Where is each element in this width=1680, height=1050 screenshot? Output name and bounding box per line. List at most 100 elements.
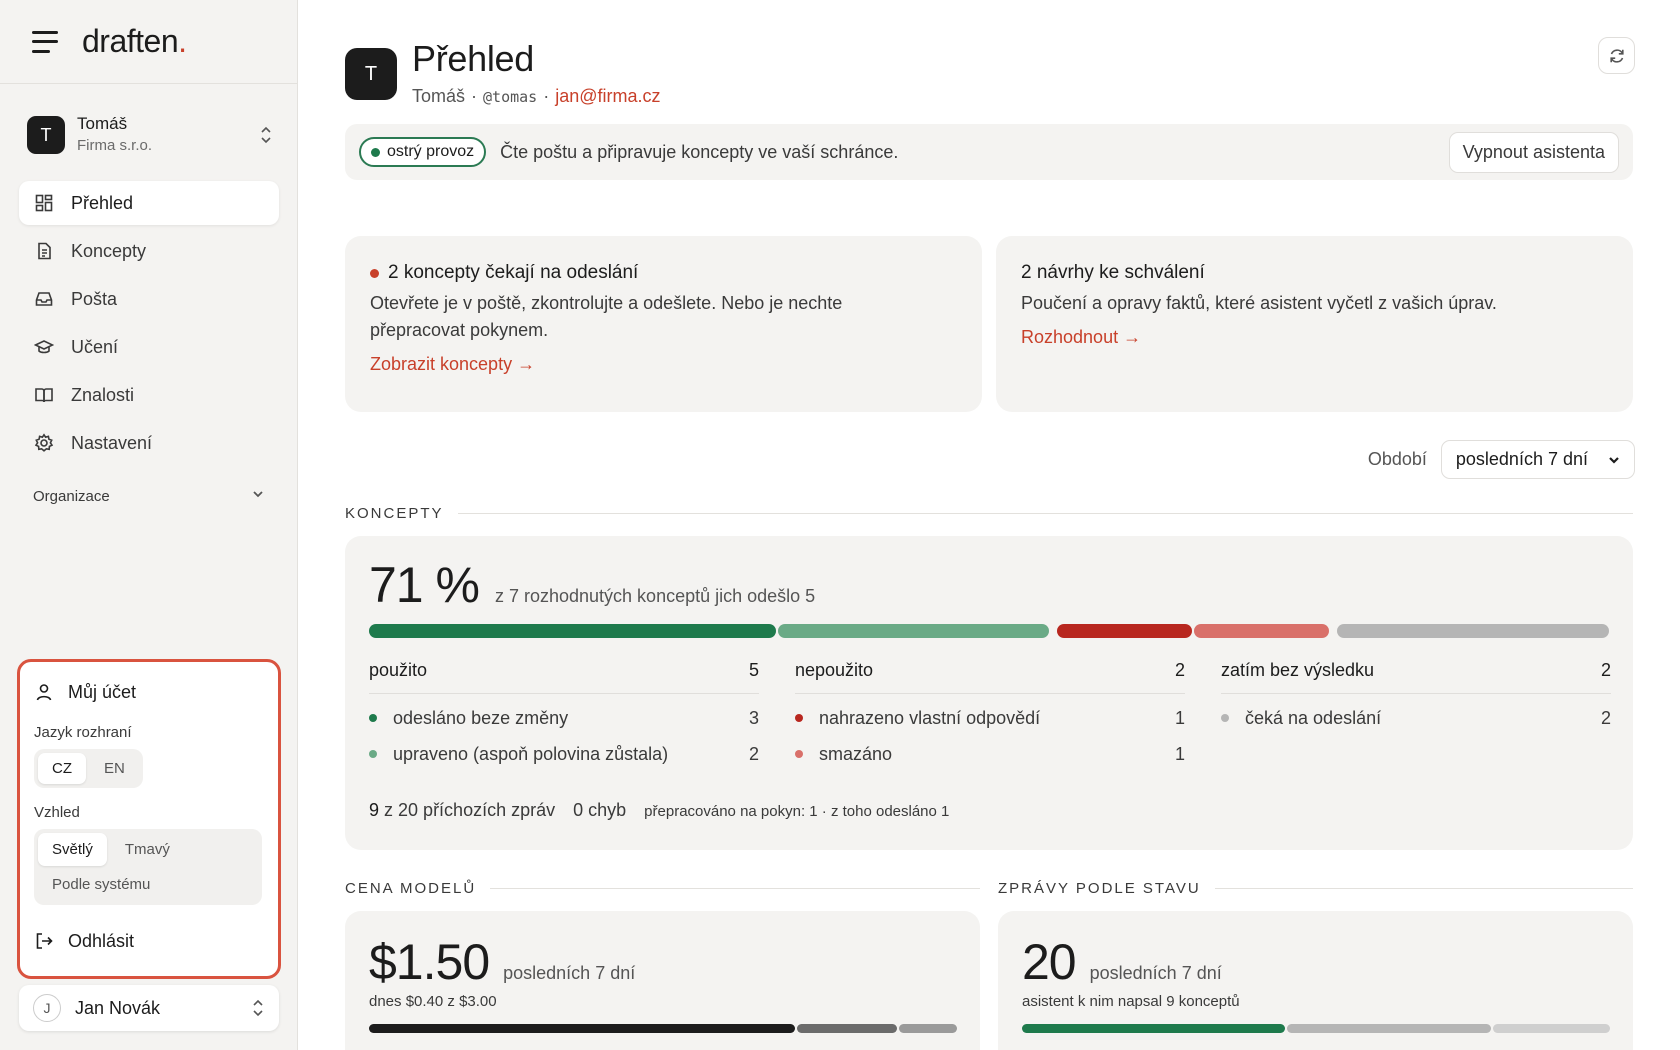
disable-assistant-button[interactable]: Vypnout asistenta xyxy=(1448,131,1619,173)
card-title: 2 koncepty čekají na odeslání xyxy=(370,262,957,284)
account-menu: Můj účet Jazyk rozhraní CZ EN Vzhled Svě… xyxy=(17,659,281,979)
legend-dot xyxy=(369,714,377,722)
sidebar-item-prehled[interactable]: Přehled xyxy=(19,181,279,225)
language-option-en[interactable]: EN xyxy=(104,760,125,777)
account-menu-title-label: Můj účet xyxy=(68,681,137,702)
grid-icon xyxy=(33,192,55,214)
success-rate: 71 % xyxy=(369,557,480,613)
sidebar-item-label: Přehled xyxy=(71,192,134,213)
chevron-down-icon xyxy=(251,487,265,505)
stat-column-count: 5 xyxy=(748,660,759,680)
sidebar: draften. T Tomáš Firma s.r.o. Přehled Ko… xyxy=(0,0,298,1050)
period-select[interactable]: posledních 7 dní xyxy=(1440,440,1635,479)
org-switcher[interactable]: T Tomáš Firma s.r.o. xyxy=(27,114,273,156)
stat-row-label: nahrazeno vlastní odpovědí xyxy=(819,707,1041,728)
appearance-option-light[interactable]: Světlý xyxy=(38,833,107,866)
chevron-down-icon xyxy=(1609,456,1619,464)
stat-row: nahrazeno vlastní odpovědí 1 xyxy=(795,706,1185,730)
logout-button[interactable]: Odhlásit xyxy=(34,925,264,957)
gear-icon xyxy=(33,432,55,454)
sidebar-item-label: Nastavení xyxy=(71,432,153,453)
stat-column-title: zatím bez výsledku xyxy=(1221,660,1375,680)
org-avatar: T xyxy=(27,116,65,154)
stat-column-title: použito xyxy=(369,660,428,680)
legend-dot xyxy=(795,714,803,722)
account-menu-title[interactable]: Můj účet xyxy=(34,676,264,708)
stat-column-pending: zatím bez výsledku 2 čeká na odeslání 2 xyxy=(1221,660,1611,730)
brand-bar: draften. xyxy=(0,0,297,84)
stat-column-count: 2 xyxy=(1600,660,1611,680)
cost-progress-bar xyxy=(369,1024,957,1033)
incoming-stat: 9 z 20 příchozích zpráv xyxy=(369,800,556,820)
bar-segment xyxy=(369,1024,796,1033)
page-header: T Přehled Tomáš · @tomas · jan@firma.cz xyxy=(345,40,661,107)
bar-group xyxy=(369,624,1049,638)
sidebar-group-organizace[interactable]: Organizace xyxy=(33,487,265,505)
stat-row-label: smazáno xyxy=(819,743,893,764)
messages-period: posledních 7 dní xyxy=(1089,963,1222,983)
logout-label: Odhlásit xyxy=(68,930,135,951)
decide-link[interactable]: Rozhodnout → xyxy=(1021,327,1142,347)
sidebar-item-label: Znalosti xyxy=(71,384,135,405)
card-title-text: 2 návrhy ke schválení xyxy=(1021,262,1205,283)
document-icon xyxy=(33,240,55,262)
concepts-footer: 9 z 20 příchozích zpráv 0 chyb přepracov… xyxy=(369,800,949,821)
stat-row-value: 3 xyxy=(748,707,759,728)
inbox-icon xyxy=(33,288,55,310)
refresh-button[interactable] xyxy=(1598,37,1635,74)
bar-group xyxy=(1337,624,1609,638)
page-title: Přehled xyxy=(412,38,534,79)
language-option-cz[interactable]: CZ xyxy=(38,753,86,784)
stat-row-label: upraveno (aspoň polovina zůstala) xyxy=(393,743,669,764)
appearance-option-dark[interactable]: Tmavý xyxy=(124,841,170,858)
sidebar-item-znalosti[interactable]: Znalosti xyxy=(19,373,279,417)
sidebar-item-nastaveni[interactable]: Nastavení xyxy=(19,421,279,465)
org-company: Firma s.r.o. xyxy=(77,137,153,154)
bar-segment xyxy=(369,624,776,638)
legend-dot xyxy=(1221,714,1229,722)
bar-segment xyxy=(797,1024,897,1033)
sidebar-item-uceni[interactable]: Učení xyxy=(19,325,279,369)
sidebar-nav: Přehled Koncepty Pošta Učení Znalosti Na… xyxy=(19,181,279,469)
language-label: Jazyk rozhraní xyxy=(34,724,132,741)
period-label: Období xyxy=(1367,449,1427,469)
legend-dot xyxy=(369,750,377,758)
bar-segment xyxy=(1286,1024,1492,1033)
bar-segment xyxy=(1493,1024,1610,1033)
user-handle: @tomas xyxy=(483,88,538,106)
main-content: T Přehled Tomáš · @tomas · jan@firma.cz … xyxy=(345,0,1635,1050)
drafts-waiting-card: 2 koncepty čekají na odeslání Otevřete j… xyxy=(345,236,982,412)
logo[interactable]: draften. xyxy=(82,23,187,59)
stat-row-value: 1 xyxy=(1174,743,1185,764)
user-email[interactable]: jan@firma.cz xyxy=(555,86,661,106)
user-name: Jan Novák xyxy=(75,997,161,1018)
bar-segment xyxy=(1022,1024,1285,1033)
show-drafts-link[interactable]: Zobrazit koncepty → xyxy=(370,354,536,374)
status-badge: ostrý provoz xyxy=(359,137,487,167)
sidebar-group-label: Organizace xyxy=(33,487,110,505)
messages-progress-bar xyxy=(1022,1024,1610,1033)
concepts-card: 71 % z 7 rozhodnutých konceptů jich odeš… xyxy=(345,536,1633,850)
messages-note: asistent k nim napsal 9 konceptů xyxy=(1022,993,1240,1010)
alert-dot xyxy=(370,268,379,278)
section-heading-cost: CENA MODELŮ xyxy=(345,880,980,897)
banner-text: Čte poštu a připravuje koncepty ve vaší … xyxy=(500,141,899,162)
stat-row: smazáno 1 xyxy=(795,742,1185,766)
sidebar-item-posta[interactable]: Pošta xyxy=(19,277,279,321)
stat-column-used: použito 5 odesláno beze změny 3 upraveno (… xyxy=(369,660,759,766)
menu-icon[interactable] xyxy=(32,30,60,53)
sidebar-item-koncepty[interactable]: Koncepty xyxy=(19,229,279,273)
stat-row-value: 1 xyxy=(1174,707,1185,728)
stat-column-count: 2 xyxy=(1174,660,1185,680)
section-heading-concepts: KONCEPTY xyxy=(345,505,1633,522)
sidebar-item-label: Pošta xyxy=(71,288,118,309)
stat-row: odesláno beze změny 3 xyxy=(369,706,759,730)
user-switcher[interactable]: J Jan Novák xyxy=(19,985,279,1031)
cost-card: $1.50 posledních 7 dní dnes $0.40 z $3.0… xyxy=(345,911,980,1050)
language-toggle: CZ EN xyxy=(34,749,143,788)
separator: · xyxy=(543,86,550,106)
book-icon xyxy=(33,384,55,406)
appearance-option-system[interactable]: Podle systému xyxy=(52,876,151,893)
stat-column-title: nepoužito xyxy=(795,660,874,680)
messages-card: 20 posledních 7 dní asistent k nim napsa… xyxy=(998,911,1633,1050)
